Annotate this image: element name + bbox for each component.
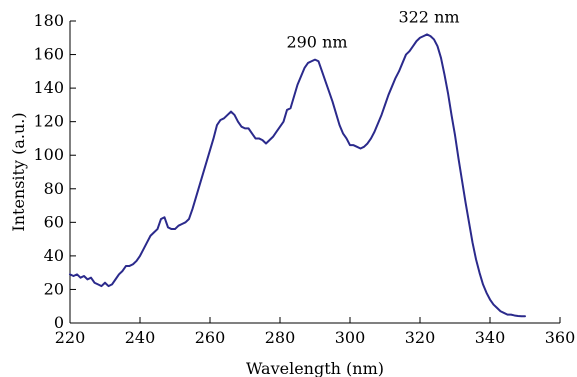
y-tick-label: 0 <box>54 313 64 332</box>
x-tick-label: 340 <box>475 328 506 347</box>
y-axis-title: Intensity (a.u.) <box>9 112 28 231</box>
x-tick-label: 240 <box>125 328 156 347</box>
plot-axes <box>69 21 560 324</box>
y-tick-label: 100 <box>33 145 64 164</box>
y-tick-label: 80 <box>44 179 64 198</box>
x-tick-label: 320 <box>405 328 436 347</box>
y-tick-label: 160 <box>33 45 64 64</box>
x-tick-label: 280 <box>265 328 296 347</box>
x-tick-label: 260 <box>195 328 226 347</box>
y-tick-label: 60 <box>44 212 64 231</box>
peak-annotation: 322 nm <box>398 7 459 26</box>
peak-annotation: 290 nm <box>286 33 347 52</box>
y-tick-label: 140 <box>33 78 64 97</box>
x-tick-label: 300 <box>335 328 366 347</box>
intensity-series-line <box>69 33 526 318</box>
x-axis-title: Wavelength (nm) <box>246 359 384 377</box>
y-tick-label: 180 <box>33 11 64 30</box>
x-tick-label: 220 <box>55 328 86 347</box>
plot-series <box>69 33 526 318</box>
plot-annotations: 290 nm 322 nm <box>286 7 459 51</box>
plot-ticks: 220 240 260 280 300 320 340 360 0 20 40 60 80 100 120 1… <box>33 11 575 347</box>
x-tick-label: 360 <box>545 328 576 347</box>
y-tick-label: 20 <box>44 279 64 298</box>
y-tick-label: 120 <box>33 112 64 131</box>
y-tick-label: 40 <box>44 246 64 265</box>
